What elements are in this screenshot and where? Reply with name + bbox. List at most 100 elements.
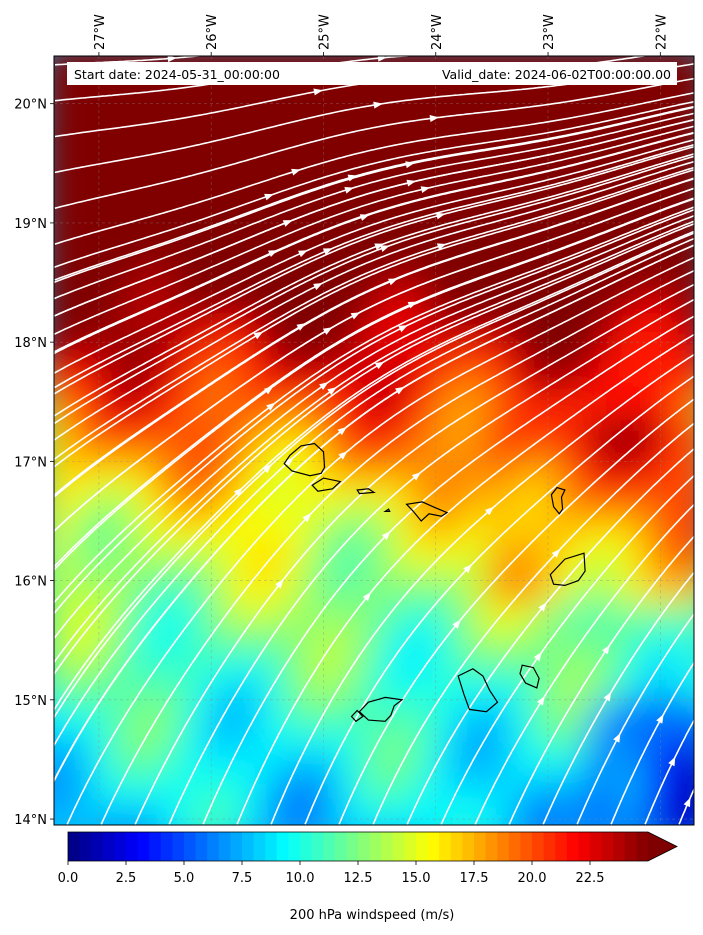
streamline-arrow-icon xyxy=(266,402,276,411)
streamline-arrow-icon xyxy=(374,361,385,370)
colorbar-segment xyxy=(265,832,278,861)
colorbar-tick-label: 5.0 xyxy=(174,871,195,886)
latitude-tick-label: 19°N xyxy=(14,217,47,232)
colorbar-segment xyxy=(427,832,440,861)
latitude-tick-label: 15°N xyxy=(14,694,47,709)
colorbar-segment xyxy=(404,832,417,861)
colorbar-segment xyxy=(346,832,359,861)
colorbar-segments xyxy=(68,832,649,861)
island-outline xyxy=(405,501,449,522)
colorbar-segment xyxy=(450,832,463,861)
streamline-arrow-icon xyxy=(284,457,294,467)
streamline-arrow-icon xyxy=(350,312,361,320)
colorbar-outline xyxy=(67,831,678,862)
streamline-arrow-icon xyxy=(613,732,621,743)
colorbar-segment xyxy=(137,832,150,861)
streamline-arrow-icon xyxy=(362,592,372,602)
longitude-tick-label: 26°W xyxy=(205,14,220,50)
colorbar-segment xyxy=(543,832,556,861)
gridlines xyxy=(54,56,694,825)
streamline xyxy=(100,269,694,825)
streamline xyxy=(54,197,694,572)
streamlines xyxy=(54,56,694,825)
streamline xyxy=(678,787,694,825)
streamline xyxy=(54,112,694,300)
streamline xyxy=(54,206,694,604)
colorbar-segment xyxy=(195,832,208,861)
streamline-arrow-icon xyxy=(452,619,461,629)
colorbar-segment xyxy=(172,832,185,861)
streamline xyxy=(54,214,694,640)
island-outline xyxy=(519,664,540,689)
streamline xyxy=(66,256,694,825)
colorbar-segment xyxy=(184,832,197,861)
island-outline xyxy=(550,486,566,515)
colorbar-segment xyxy=(358,832,371,861)
longitude-tick-label: 23°W xyxy=(542,14,557,50)
streamline xyxy=(54,92,694,245)
streamline xyxy=(54,139,694,375)
streamline-arrow-icon xyxy=(656,714,664,724)
streamline-arrow-icon xyxy=(683,797,691,808)
colorbar-segment xyxy=(369,832,382,861)
colorbar-tick-label: 17.5 xyxy=(460,871,489,886)
streamline-arrow-icon xyxy=(167,56,177,63)
streamline-arrow-icon xyxy=(319,382,329,391)
colorbar-segment xyxy=(520,832,533,861)
colorbar-segment xyxy=(288,832,301,861)
colorbar-tick-label: 7.5 xyxy=(232,871,253,886)
streamline-arrow-icon xyxy=(533,651,542,662)
streamline xyxy=(474,503,694,825)
island-outline xyxy=(549,552,586,587)
streamline xyxy=(610,661,694,825)
streamline xyxy=(406,447,694,825)
colorbar-segment xyxy=(311,832,324,861)
streamline-arrow-icon xyxy=(436,243,447,251)
streamline-arrow-icon xyxy=(551,548,561,558)
streamline xyxy=(54,244,694,783)
streamline xyxy=(54,177,694,496)
colorbar-segment xyxy=(323,832,336,861)
streamline-arrow-icon xyxy=(291,168,301,176)
longitude-tick-label: 22°W xyxy=(654,14,669,50)
colorbar-segment xyxy=(276,832,289,861)
colorbar-segment xyxy=(636,832,649,861)
streamline-arrow-icon xyxy=(537,696,545,706)
streamline-arrow-icon xyxy=(373,101,383,109)
streamline-arrow-icon xyxy=(298,250,308,258)
colorbar-segment xyxy=(126,832,139,861)
streamline xyxy=(372,422,694,825)
streamline-arrow-icon xyxy=(302,513,312,523)
colorbar-tick-label: 12.5 xyxy=(344,871,373,886)
streamline-arrow-icon xyxy=(398,325,408,333)
colorbar-segment xyxy=(79,832,92,861)
streamline-arrow-icon xyxy=(253,331,264,340)
colorbar-segment xyxy=(474,832,487,861)
island-outline xyxy=(358,696,404,722)
colorbar-segment xyxy=(160,832,173,861)
island-coastlines xyxy=(283,442,586,723)
streamline xyxy=(54,100,694,269)
windspeed-field xyxy=(54,56,694,825)
colorbar-segment xyxy=(392,832,405,861)
streamline-arrow-icon xyxy=(233,487,243,497)
colorbar-segment xyxy=(416,832,429,861)
streamline xyxy=(202,315,694,825)
streamline xyxy=(54,197,694,568)
streamline-arrow-icon xyxy=(262,464,272,474)
streamline xyxy=(168,298,694,825)
colorbar-segment xyxy=(462,832,475,861)
colorbar-segment xyxy=(253,832,266,861)
streamline-arrow-icon xyxy=(538,602,547,612)
longitude-tick-label: 24°W xyxy=(430,14,445,50)
streamline-arrow-icon xyxy=(264,386,274,395)
streamline xyxy=(338,398,694,825)
streamline xyxy=(54,153,694,417)
map-header-box: Start date: 2024-05-31_00:00:00 Valid_da… xyxy=(67,62,677,85)
colorbar-segment xyxy=(300,832,313,861)
streamline xyxy=(54,145,694,395)
colorbar-segment xyxy=(613,832,626,861)
latitude-tick-label: 14°N xyxy=(14,813,47,828)
colorbar-segment xyxy=(334,832,347,861)
colorbar-segment xyxy=(555,832,568,861)
